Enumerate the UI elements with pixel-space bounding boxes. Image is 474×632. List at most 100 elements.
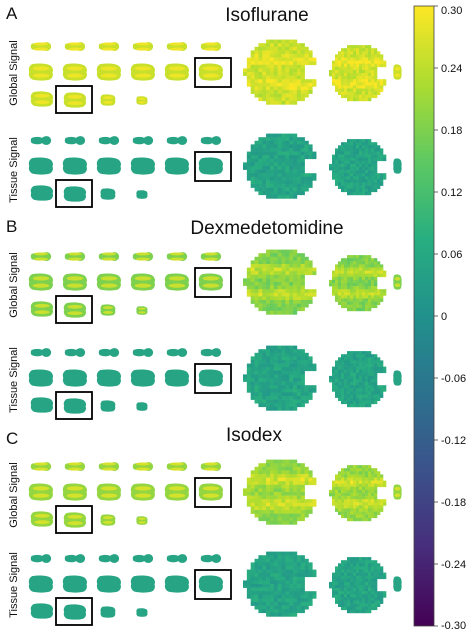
voxel <box>332 369 336 374</box>
voxel <box>341 154 345 158</box>
voxel <box>281 573 286 578</box>
slice-hotspot <box>203 257 219 261</box>
voxel <box>312 289 317 294</box>
voxel <box>246 580 251 585</box>
voxel <box>359 499 363 503</box>
voxel <box>266 289 271 294</box>
voxel <box>258 502 263 507</box>
voxel <box>250 184 255 188</box>
voxel <box>293 61 298 66</box>
voxel <box>347 572 351 576</box>
voxel <box>356 609 360 614</box>
voxel <box>273 75 278 80</box>
voxel <box>266 459 271 464</box>
voxel <box>293 569 298 574</box>
voxel <box>273 43 278 48</box>
voxel <box>368 606 372 611</box>
voxel <box>368 304 372 309</box>
voxel <box>262 569 267 574</box>
voxel <box>359 283 363 287</box>
voxel <box>304 356 309 361</box>
voxel <box>371 400 375 405</box>
voxel <box>371 483 375 488</box>
voxel <box>300 558 305 563</box>
voxel <box>262 46 267 51</box>
voxel <box>371 493 375 497</box>
voxel <box>350 82 354 86</box>
voxel <box>296 502 302 507</box>
slice-hotspot <box>33 42 49 46</box>
voxel <box>368 88 372 92</box>
voxel <box>254 385 259 390</box>
brain-slice <box>96 157 121 175</box>
voxel <box>300 403 305 408</box>
voxel <box>300 584 305 588</box>
voxel <box>338 508 342 512</box>
voxel <box>254 502 259 507</box>
voxel <box>365 508 369 512</box>
highlight-box <box>194 569 232 600</box>
voxel <box>368 63 372 68</box>
voxel <box>289 155 294 160</box>
voxel <box>374 468 378 472</box>
voxel <box>353 258 357 262</box>
voxel <box>344 499 348 503</box>
voxel <box>285 349 290 354</box>
voxel <box>347 139 351 143</box>
voxel <box>359 517 363 522</box>
voxel <box>254 79 259 84</box>
voxel <box>262 573 267 578</box>
voxel <box>368 394 372 398</box>
voxel <box>368 139 372 143</box>
voxel <box>341 369 345 374</box>
voxel <box>266 349 271 354</box>
voxel <box>356 261 360 265</box>
voxel <box>273 187 278 192</box>
voxel <box>296 605 302 610</box>
voxel <box>250 75 255 80</box>
voxel <box>281 466 286 471</box>
voxel <box>269 598 275 603</box>
voxel <box>377 603 381 607</box>
voxel <box>338 179 342 183</box>
voxel <box>356 292 360 296</box>
voxel <box>344 569 348 573</box>
slice-hotspot <box>169 467 185 471</box>
voxel <box>362 295 366 299</box>
voxel <box>254 184 259 188</box>
voxel <box>273 64 278 69</box>
voxel <box>281 282 286 286</box>
voxel <box>289 406 294 411</box>
voxel <box>374 357 378 361</box>
voxel <box>266 64 271 69</box>
voxel <box>371 261 375 265</box>
voxel <box>281 46 286 51</box>
voxel <box>353 505 357 509</box>
slice-body <box>164 273 189 291</box>
voxel <box>262 566 267 570</box>
voxel <box>293 267 298 272</box>
brain-slice <box>166 554 188 563</box>
voxel <box>269 271 275 276</box>
voxel <box>273 584 278 588</box>
voxel <box>269 499 275 504</box>
voxel <box>293 474 298 478</box>
voxel <box>308 396 313 400</box>
voxel <box>300 148 305 152</box>
slice-hotspot <box>138 101 146 104</box>
voxel <box>246 499 251 504</box>
voxel <box>289 466 294 471</box>
voxel <box>356 477 360 481</box>
slice-body <box>136 608 148 617</box>
voxel <box>347 163 351 168</box>
voxel <box>285 551 290 556</box>
slice-body <box>63 512 87 528</box>
voxel <box>281 292 286 297</box>
voxel <box>377 511 381 515</box>
voxel <box>277 39 282 44</box>
voxel <box>269 137 275 142</box>
voxel <box>281 249 286 254</box>
voxel <box>269 463 275 468</box>
voxel <box>300 510 305 514</box>
voxel <box>289 598 294 603</box>
